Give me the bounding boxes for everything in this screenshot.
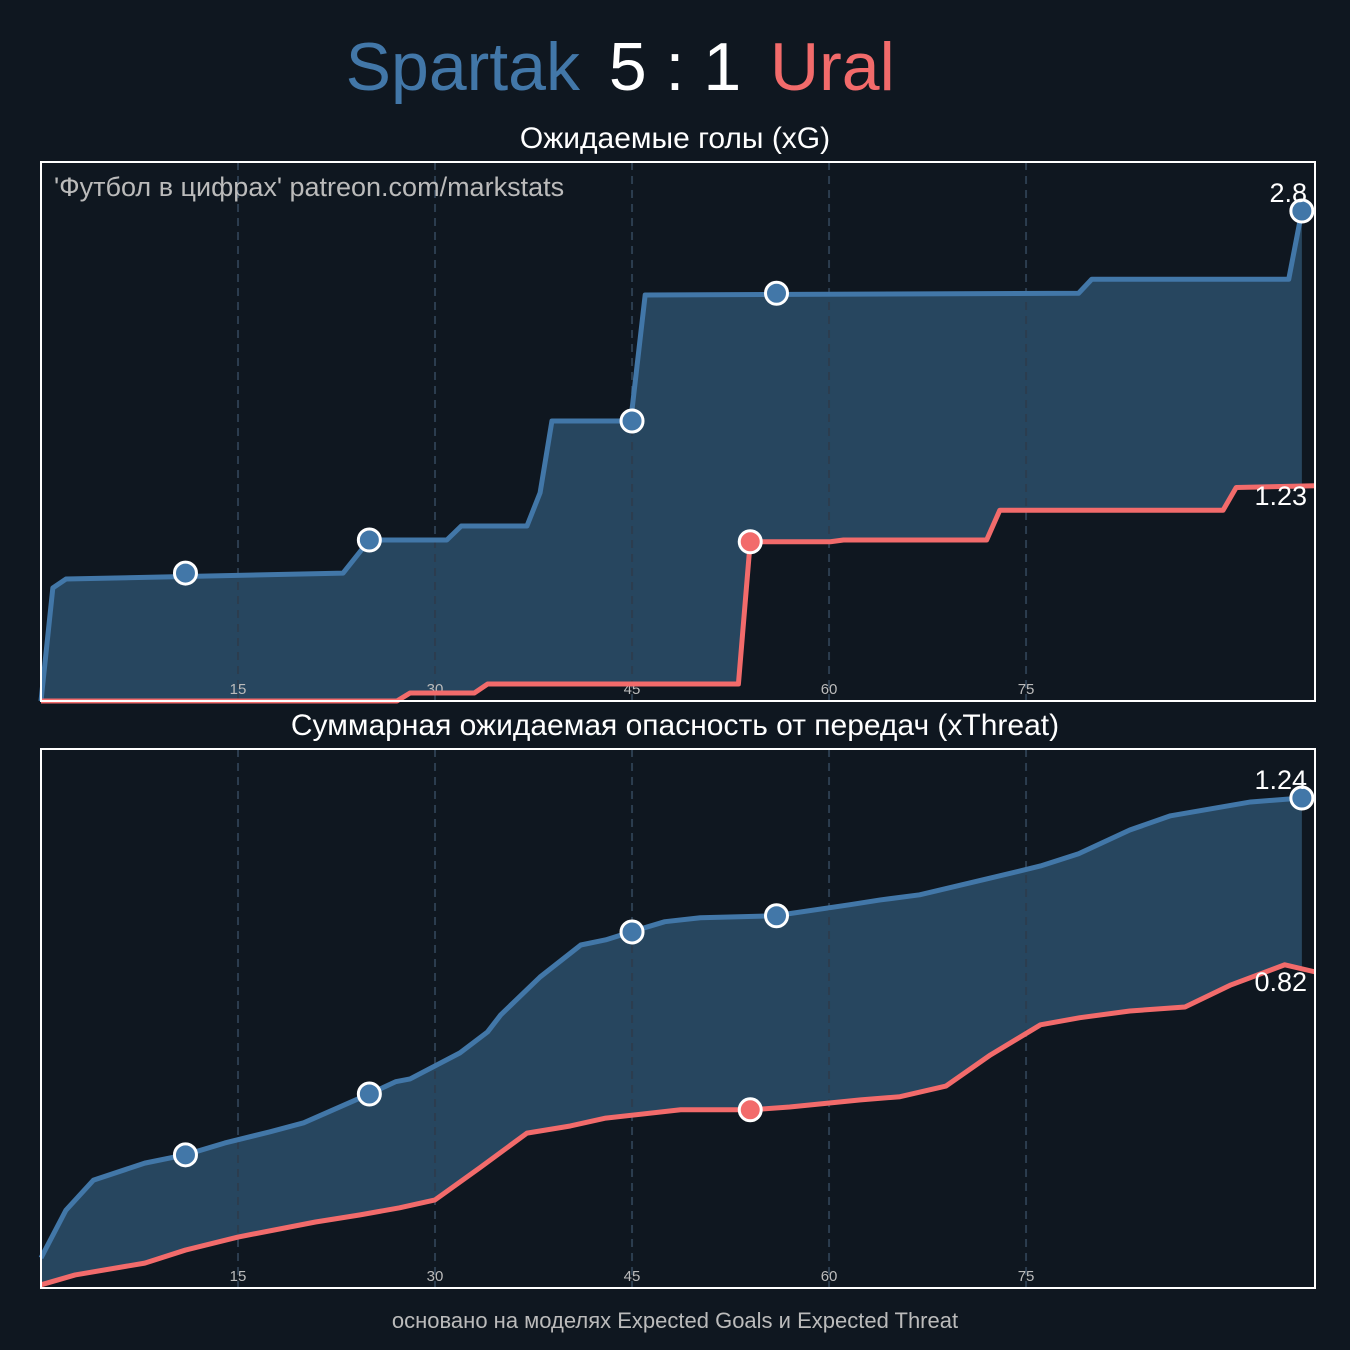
x-tick-label: 60	[821, 681, 838, 698]
end-label: 2.8	[1269, 178, 1307, 208]
line	[38, 795, 1303, 1260]
line	[40, 962, 1316, 1288]
x-tick-label: 75	[1018, 1268, 1035, 1285]
goal-marker	[172, 560, 198, 586]
line	[41, 483, 1316, 704]
x-tick-label: 30	[427, 1268, 444, 1285]
end-label: 1.23	[1254, 481, 1307, 511]
goal-marker	[737, 1097, 763, 1123]
score: 5 : 1	[609, 29, 741, 105]
goal-marker	[764, 903, 790, 929]
x-tick-label: 60	[821, 1268, 838, 1285]
goal-marker	[737, 529, 763, 555]
watermark: 'Футбол в цифрах' patreon.com/markstats	[54, 172, 564, 202]
x-tick-label: 45	[624, 1268, 641, 1285]
x-tick-label: 75	[1018, 681, 1035, 698]
end-label: 1.24	[1254, 765, 1307, 795]
panel-frame	[40, 748, 1316, 1289]
goal-marker	[619, 919, 645, 945]
panel-frame	[40, 161, 1316, 702]
end-label: 0.82	[1254, 967, 1307, 997]
goal-marker	[356, 527, 382, 553]
line	[38, 210, 1305, 702]
panel-title: Суммарная ожидаемая опасность от передач…	[291, 709, 1059, 742]
panel-title: Ожидаемые голы (xG)	[520, 122, 830, 155]
goal-marker	[1289, 785, 1315, 811]
away-team: Ural	[770, 29, 895, 105]
x-tick-label: 15	[230, 681, 247, 698]
area	[41, 964, 1315, 1288]
goal-marker	[619, 408, 645, 434]
goal-marker	[764, 280, 790, 306]
goal-marker	[1289, 198, 1315, 224]
x-tick-label: 15	[230, 1268, 247, 1285]
goal-marker	[172, 1142, 198, 1168]
home-team: Spartak	[346, 29, 581, 105]
goal-marker	[356, 1081, 382, 1107]
footer: основано на моделях Expected Goals и Exp…	[392, 1308, 958, 1333]
area	[41, 485, 1315, 701]
